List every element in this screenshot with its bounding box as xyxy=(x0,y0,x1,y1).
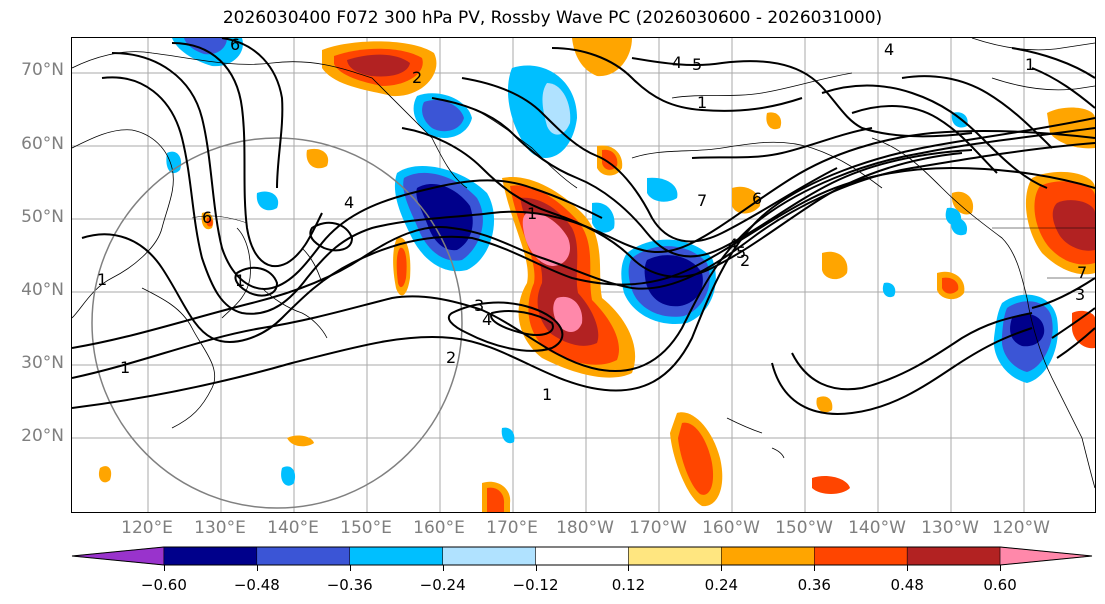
colorbar-cell xyxy=(906,546,1001,566)
colorbar-tick-label: 0.12 xyxy=(611,576,646,594)
contour-label: 3 xyxy=(1075,285,1085,304)
colorbar-tick-label: 0.24 xyxy=(704,576,739,594)
lat-label-70n: 70°N xyxy=(21,60,64,80)
lat-label-50n: 50°N xyxy=(21,207,64,227)
anom-pos-central-max xyxy=(522,212,571,266)
pc-shading xyxy=(98,38,1095,512)
lon-label: 180°W xyxy=(556,518,614,538)
colorbar-tick-label: 0.36 xyxy=(797,576,831,594)
contour-label: 3 xyxy=(474,296,484,315)
colorbar-cell xyxy=(349,546,443,566)
lat-label-30n: 30°N xyxy=(21,353,64,373)
colorbar-tick-mark xyxy=(628,565,630,571)
contour-label: 5 xyxy=(736,243,746,262)
colorbar-tick-label: 0.60 xyxy=(983,576,1017,594)
colorbar xyxy=(71,546,1093,566)
colorbar-tick-label: −0.60 xyxy=(140,576,187,594)
lon-label: 150°W xyxy=(775,518,833,538)
lon-label: 130°W xyxy=(921,518,979,538)
colorbar-tick-label: −0.12 xyxy=(512,576,559,594)
lon-label: 170°E xyxy=(486,518,538,538)
colorbar-cell xyxy=(814,546,908,566)
contour-label: 5 xyxy=(692,55,702,74)
colorbar-tick-mark xyxy=(256,565,258,571)
colorbar-cell xyxy=(71,546,165,566)
lon-label: 140°E xyxy=(267,518,319,538)
colorbar-tick-mark xyxy=(907,565,909,571)
colorbar-tick-label: −0.36 xyxy=(326,576,373,594)
lon-label: 120°W xyxy=(992,518,1050,538)
lon-label: 160°E xyxy=(413,518,465,538)
contour-label: 4 xyxy=(884,40,894,59)
contour-label: 4 xyxy=(482,310,492,329)
lon-label: 140°W xyxy=(848,518,906,538)
plot-title: 2026030400 F072 300 hPa PV, Rossby Wave … xyxy=(222,8,883,28)
contour-label: 1 xyxy=(1025,55,1035,74)
colorbar-tick-label: −0.48 xyxy=(233,576,280,594)
reference-circle xyxy=(91,137,463,509)
colorbar-tick-mark xyxy=(814,565,816,571)
contour-label: 2 xyxy=(446,348,456,367)
lon-label: 120°E xyxy=(121,518,173,538)
contour-label: 7 xyxy=(1077,263,1087,282)
contour-label: 4 xyxy=(344,193,354,212)
contour-label: 1 xyxy=(697,93,707,112)
map-canvas: 6 2 4 5 4 1 6 4 1 1 3 4 2 1 7 6 1 4 5 2 … xyxy=(72,38,1095,512)
colorbar-cell xyxy=(442,546,536,566)
lat-label-40n: 40°N xyxy=(21,280,64,300)
colorbar-tick-mark xyxy=(442,565,444,571)
contour-label: 6 xyxy=(230,38,240,54)
contour-label: 4 xyxy=(672,53,682,72)
contour-label: 2 xyxy=(412,68,422,87)
colorbar-cell xyxy=(535,546,629,566)
colorbar-tick-mark xyxy=(1000,565,1002,571)
colorbar-tick-mark xyxy=(721,565,723,571)
colorbar-tick-mark xyxy=(349,565,351,571)
contour-labels: 6 2 4 5 4 1 6 4 1 1 3 4 2 1 7 6 1 4 5 2 … xyxy=(97,38,1087,404)
lat-label-20n: 20°N xyxy=(21,426,64,446)
colorbar-tick-label: −0.24 xyxy=(419,576,466,594)
contour-label: 1 xyxy=(120,358,130,377)
lon-label: 170°W xyxy=(629,518,687,538)
lat-label-60n: 60°N xyxy=(21,134,64,154)
contour-label: 6 xyxy=(752,189,762,208)
colorbar-cell xyxy=(999,546,1093,566)
colorbar-cell xyxy=(721,546,815,566)
map-panel[interactable]: 6 2 4 5 4 1 6 4 1 1 3 4 2 1 7 6 1 4 5 2 … xyxy=(71,37,1096,513)
colorbar-tick-label: 0.48 xyxy=(890,576,924,594)
contour-label: 1 xyxy=(542,385,552,404)
contour-label: 1 xyxy=(527,204,537,223)
colorbar-cell xyxy=(163,546,258,566)
colorbar-cell xyxy=(256,546,350,566)
lon-label: 150°E xyxy=(340,518,392,538)
colorbar-cell xyxy=(628,546,722,566)
contour-label: 4 xyxy=(728,235,738,254)
colorbar-tick-mark xyxy=(535,565,537,571)
contour-label: 6 xyxy=(202,208,212,227)
contour-label: 1 xyxy=(97,270,107,289)
pv-contours xyxy=(72,38,1095,415)
colorbar-tick-mark xyxy=(163,565,165,571)
contour-label: 7 xyxy=(697,191,707,210)
contour-label: 2 xyxy=(740,251,750,270)
coastlines xyxy=(72,38,1095,489)
lon-label: 160°W xyxy=(702,518,760,538)
lon-label: 130°E xyxy=(194,518,246,538)
contour-label: 1 xyxy=(235,271,245,290)
